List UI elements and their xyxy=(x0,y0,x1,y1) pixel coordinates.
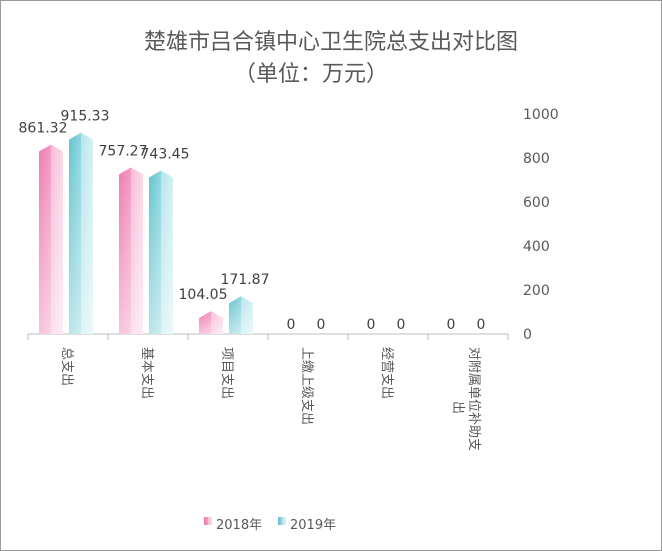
category-label: 经营支出 xyxy=(379,347,394,399)
y-tick-label: 800 xyxy=(523,151,550,167)
data-label: 757.27 xyxy=(99,143,148,159)
legend-label: 2019年 xyxy=(290,518,336,533)
data-label: 0 xyxy=(287,317,296,333)
category-label: 出 xyxy=(450,401,465,414)
y-tick-label: 200 xyxy=(523,283,550,299)
y-tick-label: 400 xyxy=(523,239,550,255)
legend-label: 2018年 xyxy=(216,518,262,533)
data-label: 0 xyxy=(447,317,456,333)
bar-shade xyxy=(229,296,253,334)
bar-shade xyxy=(199,311,223,334)
data-label: 171.87 xyxy=(221,272,270,288)
legend-swatch-2019年 xyxy=(278,517,286,525)
data-label: 861.32 xyxy=(19,121,68,137)
category-label: 总支出 xyxy=(59,347,74,386)
category-label: 基本支出 xyxy=(139,347,154,399)
data-label: 0 xyxy=(367,317,376,333)
bar-shade xyxy=(39,144,63,334)
y-tick-label: 600 xyxy=(523,195,550,211)
data-label: 0 xyxy=(477,317,486,333)
category-label: 项目支出 xyxy=(219,347,234,399)
chart-title: 楚雄市吕合镇中心卫生院总支出对比图 xyxy=(144,30,518,55)
data-label: 915.33 xyxy=(61,109,110,125)
data-label: 0 xyxy=(397,317,406,333)
bar-shade xyxy=(69,132,93,334)
bar-shade xyxy=(119,167,143,334)
chart-subtitle: （单位：万元） xyxy=(234,62,388,87)
data-label: 0 xyxy=(317,317,326,333)
category-label: 上缴上级支出 xyxy=(299,347,314,425)
category-label: 对附属单位补助支 xyxy=(466,347,481,451)
y-tick-label: 0 xyxy=(523,327,532,343)
data-label: 104.05 xyxy=(179,287,228,303)
data-label: 743.45 xyxy=(141,146,190,162)
y-tick-label: 1000 xyxy=(523,107,559,123)
bar-shade xyxy=(149,170,173,334)
legend-swatch-2018年 xyxy=(204,517,212,525)
